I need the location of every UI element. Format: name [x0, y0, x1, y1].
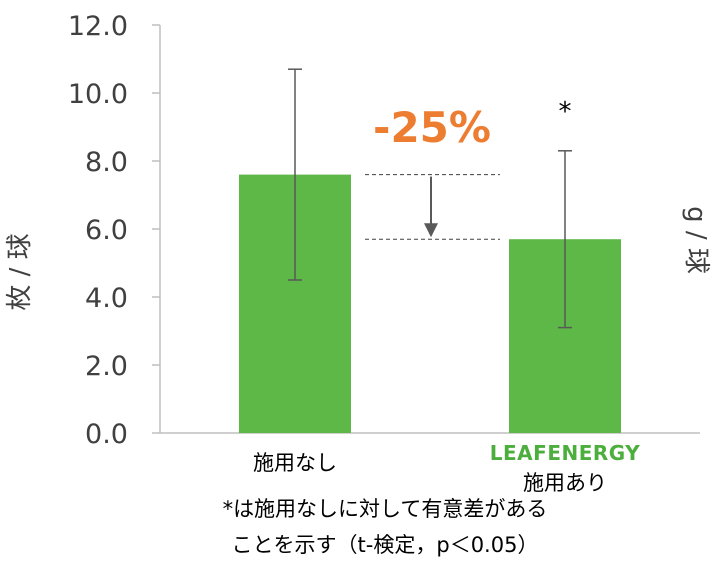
significance-marker: *	[559, 97, 572, 127]
brand-label: LEAFENERGY	[490, 441, 640, 465]
y-tick-label: 12.0	[68, 11, 128, 42]
axes-layer: 0.0 2.0 4.0 6.0 8.0 10.0 12.0	[68, 11, 700, 450]
y-tick-label: 6.0	[85, 215, 128, 246]
footnote-line-1: *は施用なしに対して有意差がある	[223, 497, 548, 521]
category-label: 施用なし	[253, 451, 337, 475]
y-tick-label: 2.0	[85, 351, 128, 382]
annotation-layer	[365, 174, 500, 240]
y-axis-label: 枚 / 球	[5, 233, 35, 310]
y-tick-label: 8.0	[85, 147, 128, 178]
reduction-arrow-head	[424, 223, 438, 238]
footnote-line-2: ことを示す（t-検定，p＜0.05）	[232, 533, 539, 557]
y-axis-label-right: g / 球	[681, 206, 711, 274]
reduction-label: -25%	[373, 103, 491, 152]
y-tick-label: 4.0	[85, 283, 128, 314]
category-label: 施用あり	[523, 471, 607, 495]
y-tick-label: 10.0	[68, 79, 128, 110]
y-tick-label: 0.0	[85, 419, 128, 450]
